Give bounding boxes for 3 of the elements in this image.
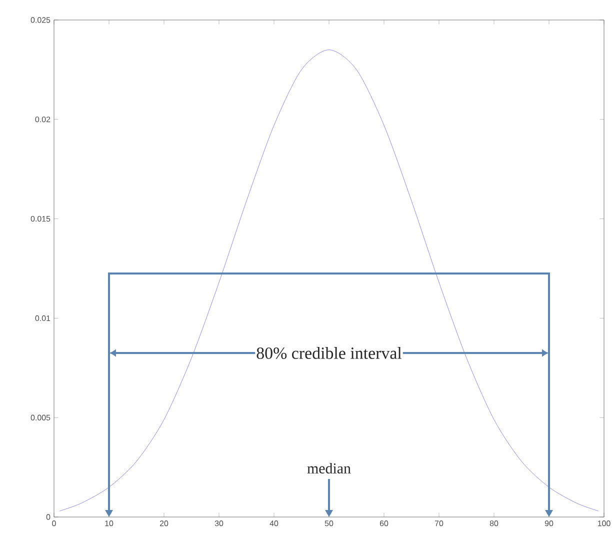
annotation: 80% credible interval	[256, 347, 402, 359]
ref-line-label: median	[307, 462, 351, 474]
line-series	[59, 50, 599, 512]
